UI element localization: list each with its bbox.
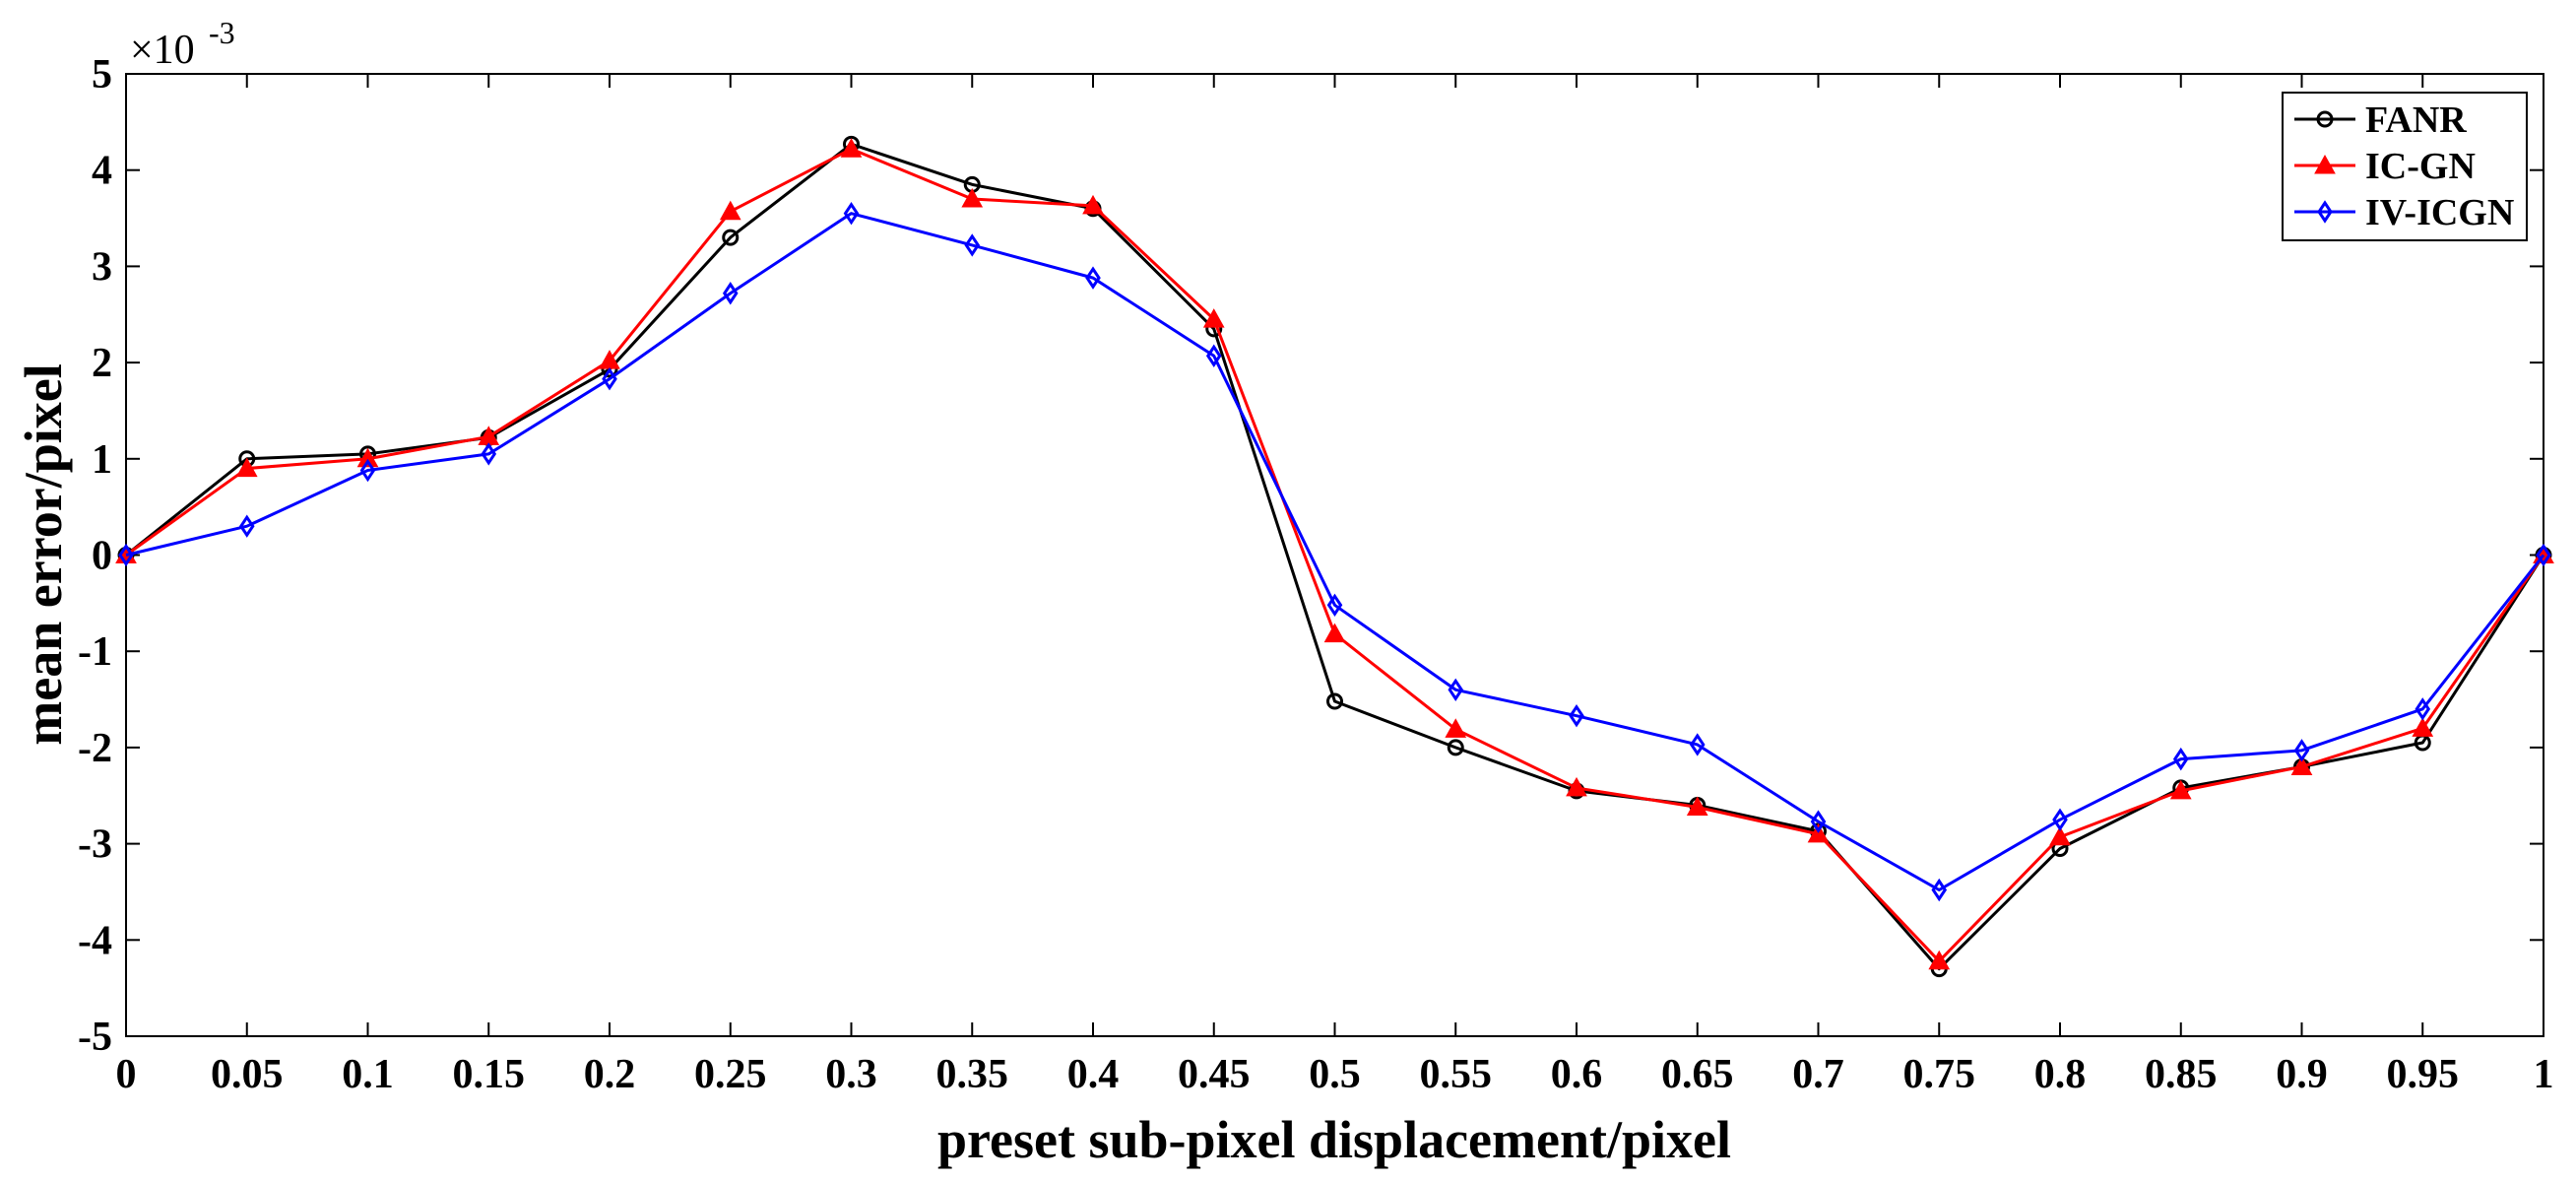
data-point-iv-icgn [359,458,376,483]
data-point-ic-gn [1082,194,1104,215]
data-point-ic-gn [1928,950,1951,970]
data-point-ic-gn [2169,779,2192,800]
y-exponent-base: ×10 [130,28,195,73]
data-point-fanr [722,229,740,246]
x-tick-label: 0.6 [1551,1052,1603,1097]
data-point-ic-gn [2412,717,2434,737]
data-point-iv-icgn [481,442,497,466]
data-point-iv-icgn [118,543,134,567]
data-point-iv-icgn [1689,733,1706,756]
x-tick-label: 0.35 [936,1052,1009,1097]
x-tick-label: 0.75 [1903,1052,1976,1097]
plot-area [125,73,2544,1037]
y-tick-label: 0 [92,534,112,579]
data-point-ic-gn [235,457,258,478]
legend: FANR IC-GN IV-ICGN [2282,92,2528,241]
legend-entry-fanr: FANR [2294,99,2467,141]
data-point-ic-gn [840,138,863,158]
x-tick-label: 0.25 [694,1052,767,1097]
x-tick-label: 0 [116,1052,137,1097]
data-point-iv-icgn [1326,593,1343,618]
data-point-ic-gn [1686,796,1708,816]
y-tick-label: -4 [78,918,112,963]
series-iv-icgn [118,201,2551,902]
x-tick-label: 0.3 [825,1052,877,1097]
legend-entry-iv-icgn: IV-ICGN [2294,192,2514,233]
x-tick-label: 0.95 [2387,1052,2460,1097]
y-tick-label: -3 [78,822,112,868]
x-tick-label: 0.4 [1067,1052,1120,1097]
legend-entry-ic-gn: IC-GN [2294,146,2476,187]
data-point-iv-icgn [1569,703,1584,728]
y-tick-labels: 5 4 3 2 1 0 -1 -2 -3 -4 -5 [78,52,112,1060]
x-tick-label: 0.2 [584,1052,636,1097]
series-layer [115,135,2554,978]
y-tick-label: 3 [92,244,112,290]
data-point-fanr [1447,739,1464,756]
x-tick-label: 0.45 [1178,1052,1251,1097]
x-tick-label: 1 [2534,1052,2554,1097]
legend-marker-iv-icgn [2317,200,2333,224]
data-point-ic-gn [2049,825,2071,846]
data-point-ic-gn [356,447,379,468]
legend-label-fanr: FANR [2365,99,2467,141]
data-point-iv-icgn [238,514,255,538]
x-tick-label: 0.85 [2145,1052,2218,1097]
y-tick-label: -1 [78,629,112,675]
series-line-fanr [125,142,2545,971]
data-point-iv-icgn [1085,266,1101,290]
x-tick-label: 0.15 [453,1052,526,1097]
data-point-iv-icgn [1448,678,1464,701]
y-tick-label: 4 [92,149,112,194]
y-tick-label: 5 [92,52,112,98]
y-exponent-power: -3 [209,15,235,50]
x-tick-labels: 0 0.05 0.1 0.15 0.2 0.25 0.3 0.35 0.4 0.45 0.5 0.55… [116,1052,2554,1097]
data-point-ic-gn [1323,623,1346,643]
data-point-ic-gn [1202,308,1225,328]
data-point-fanr [1326,692,1343,710]
data-point-iv-icgn [2415,697,2431,721]
data-point-iv-icgn [2172,747,2189,771]
legend-label-iv-icgn: IV-ICGN [2365,192,2514,233]
x-tick-label: 0.65 [1661,1052,1734,1097]
y-tick-label: -5 [78,1015,112,1060]
data-point-iv-icgn [1931,878,1948,902]
y-tick-label: 1 [92,437,112,483]
data-point-iv-icgn [964,233,981,257]
y-tick-label: 2 [92,341,112,386]
x-tick-label: 0.9 [2276,1052,2328,1097]
legend-marker-ic-gn [2314,154,2336,174]
x-tick-label: 0.7 [1792,1052,1844,1097]
data-point-ic-gn [2290,755,2313,775]
data-point-iv-icgn [2293,739,2310,762]
x-tick-label: 0.8 [2034,1052,2087,1097]
x-tick-label: 0.05 [211,1052,284,1097]
data-point-iv-icgn [602,367,617,391]
x-tick-label: 0.1 [342,1052,394,1097]
legend-label-ic-gn: IC-GN [2365,146,2476,187]
data-point-iv-icgn [843,201,860,226]
data-point-ic-gn [1566,776,1587,797]
data-point-ic-gn [1445,718,1467,738]
y-axis-title: mean error/pixel [14,363,73,745]
x-tick-label: 0.5 [1309,1052,1361,1097]
y-tick-label: -2 [78,726,112,771]
y-exponent-label: ×10 -3 [130,15,235,73]
data-point-iv-icgn [1810,810,1827,833]
series-line-iv-icgn [125,212,2545,891]
x-tick-label: 0.55 [1420,1052,1493,1097]
axis-ticks [125,73,2544,1037]
legend-entries: FANR IC-GN IV-ICGN [2294,99,2514,233]
data-point-iv-icgn [1205,344,1222,367]
legend-marker-fanr [2316,110,2334,128]
data-point-iv-icgn [2536,543,2551,567]
x-axis-title: preset sub-pixel displacement/pixel [937,1110,1731,1169]
data-point-iv-icgn [722,282,739,305]
data-point-ic-gn [719,200,741,221]
data-point-ic-gn [961,187,984,208]
data-point-iv-icgn [2052,808,2068,831]
